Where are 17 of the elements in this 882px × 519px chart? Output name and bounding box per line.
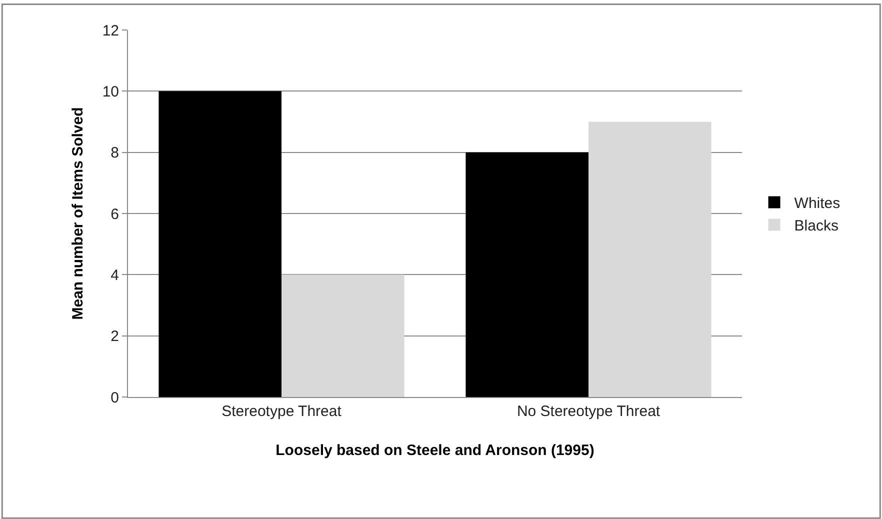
legend-label: Blacks — [794, 218, 838, 235]
y-tick-label: 2 — [110, 328, 119, 346]
bar — [466, 152, 588, 397]
bar — [282, 274, 404, 397]
y-tick-label: 6 — [110, 206, 119, 223]
x-axis-title: Loosely based on Steele and Aronson (1995) — [276, 442, 594, 459]
bar — [588, 122, 712, 397]
y-tick-label: 8 — [110, 144, 119, 162]
legend-label: Whites — [794, 195, 840, 212]
y-tick-label: 4 — [110, 266, 119, 284]
x-tick-label: Stereotype Threat — [222, 403, 342, 420]
y-axis-title: Mean number of Items Solved — [70, 107, 87, 320]
y-tick-label: 12 — [102, 22, 119, 40]
x-tick-label: No Stereotype Threat — [516, 403, 661, 420]
bar — [158, 91, 282, 397]
y-tick-label: 10 — [102, 83, 119, 100]
y-tick-label: 0 — [110, 389, 119, 406]
